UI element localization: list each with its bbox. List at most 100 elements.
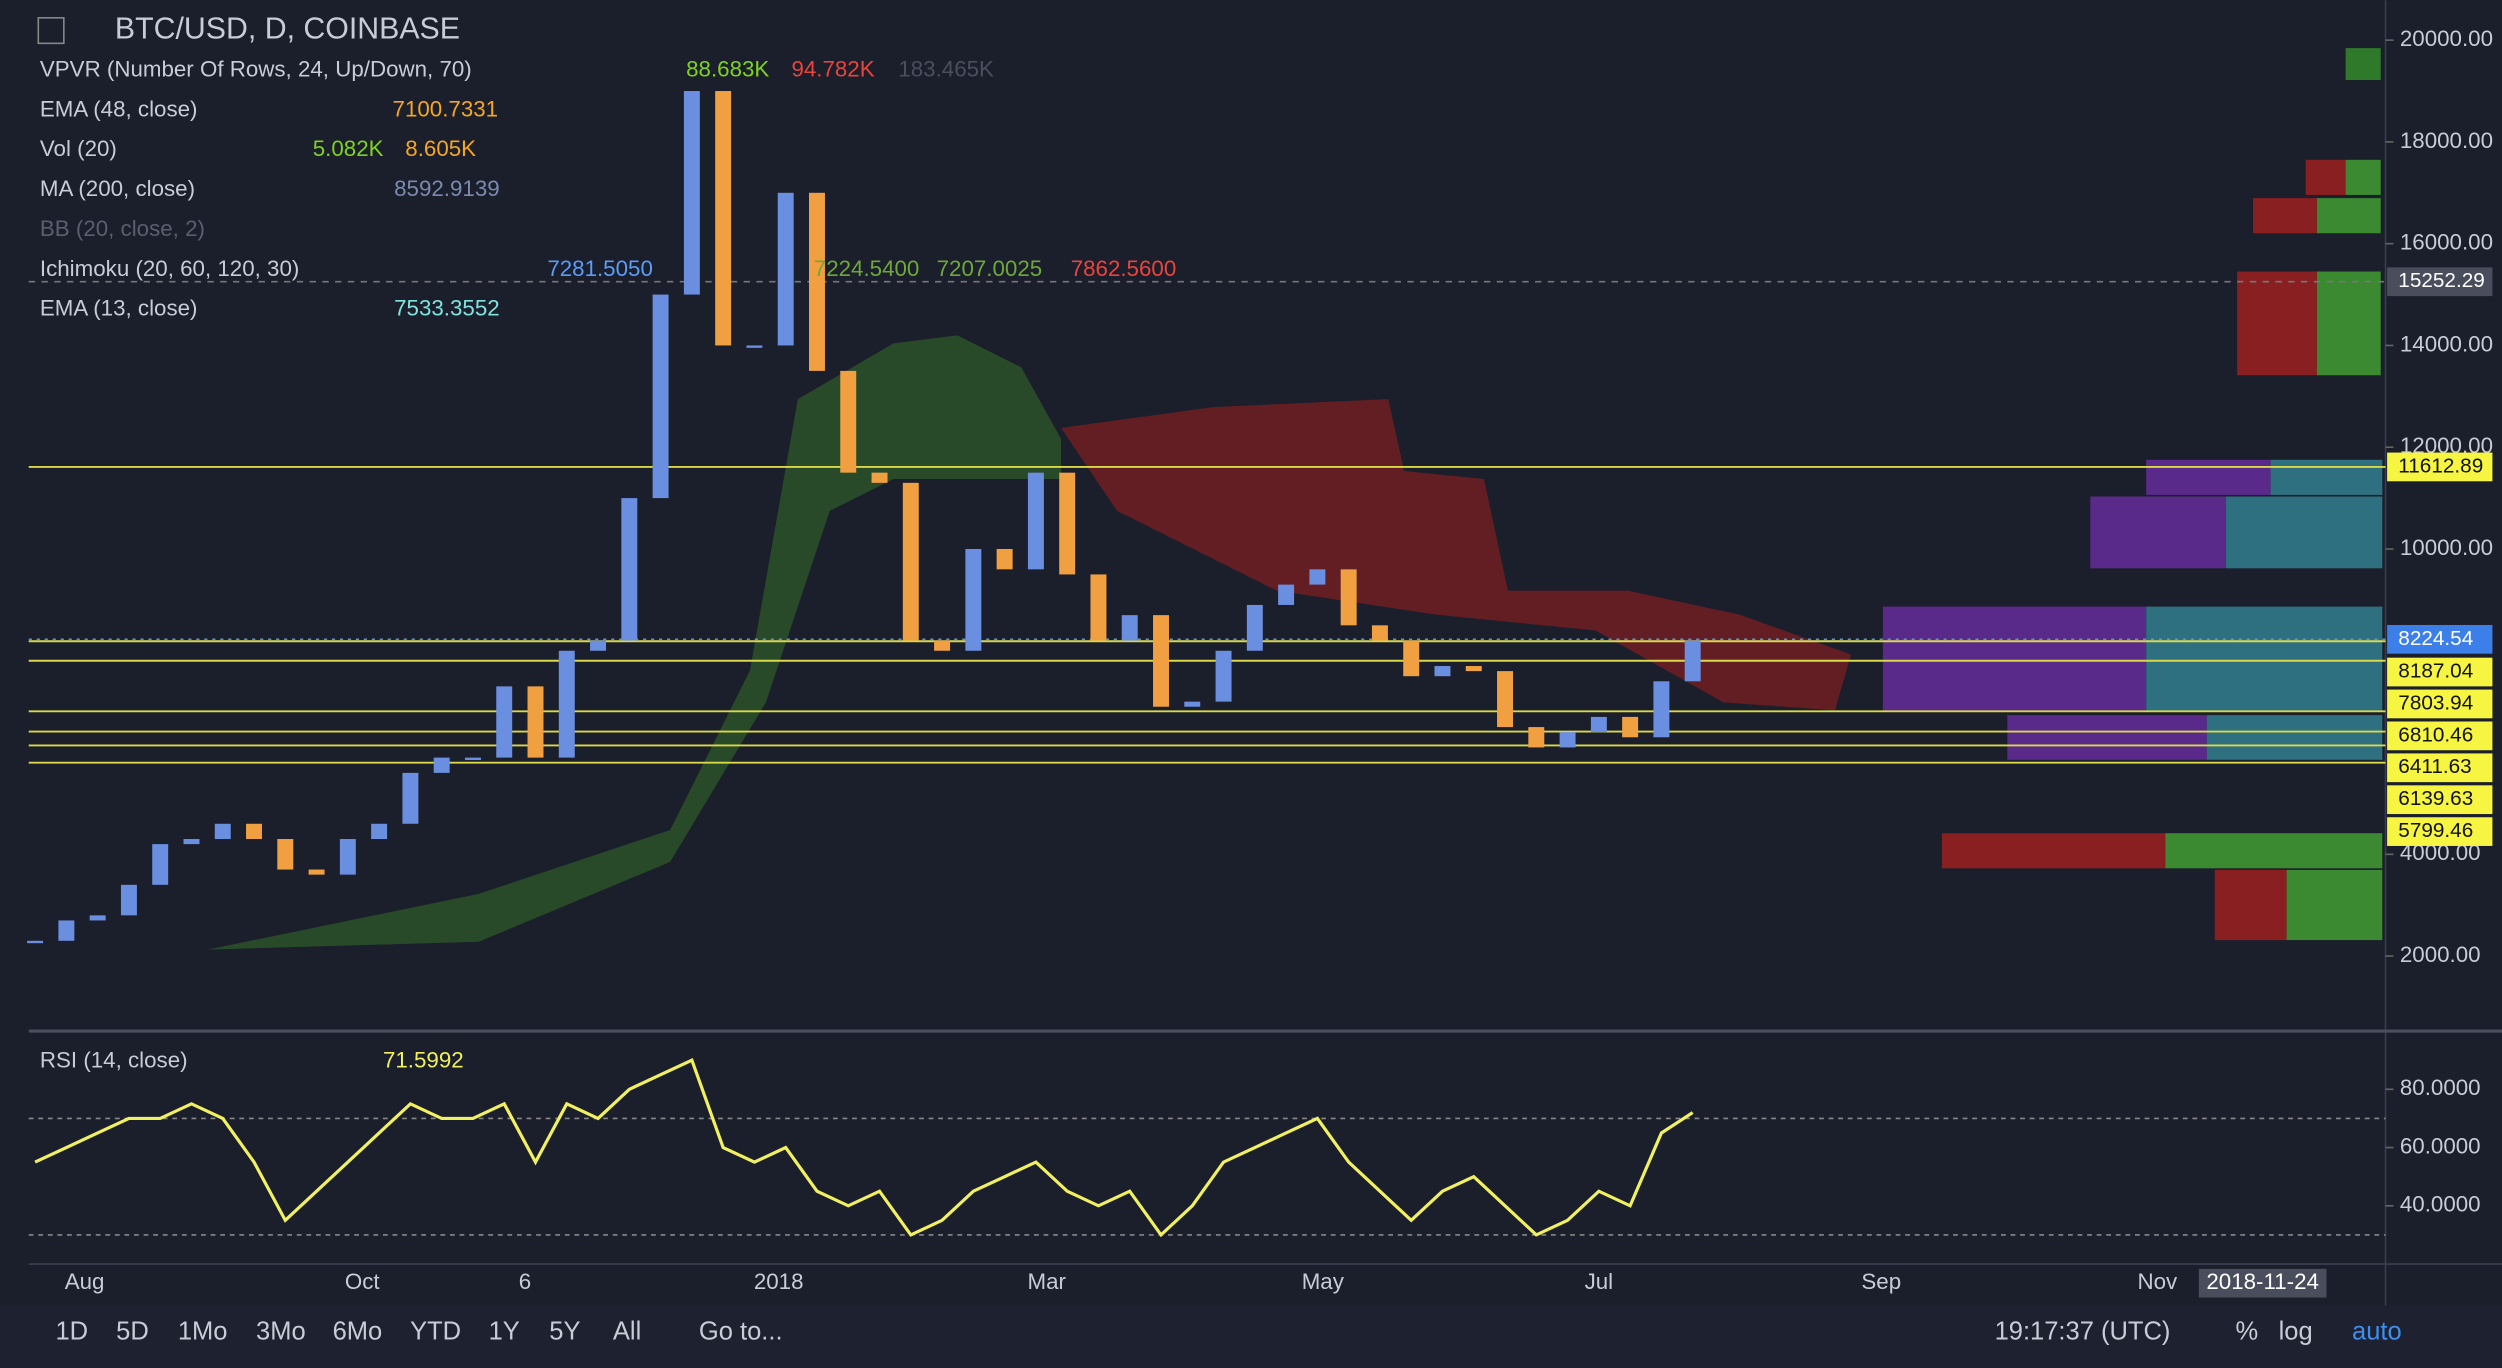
candle xyxy=(621,498,638,641)
vp-bar xyxy=(2253,198,2317,234)
ichimoku-cloud-bull xyxy=(207,335,1062,950)
vp-bar xyxy=(2286,869,2383,941)
percent-toggle[interactable]: % xyxy=(2236,1317,2259,1345)
candle xyxy=(777,192,794,346)
candle xyxy=(246,823,263,840)
candle xyxy=(339,839,356,875)
candle xyxy=(1184,701,1201,707)
candle xyxy=(1653,681,1670,738)
candle xyxy=(715,91,732,346)
candle xyxy=(1371,625,1388,641)
indicator-value: 183.465K xyxy=(898,56,994,81)
indicator-name: Ichimoku (20, 60, 120, 30) xyxy=(40,256,299,281)
indicator-value: 7281.5050 xyxy=(547,256,653,281)
candle xyxy=(214,823,231,840)
candle xyxy=(152,844,169,885)
indicator-value: 7100.7331 xyxy=(393,96,499,121)
candle xyxy=(1059,472,1076,575)
range-button[interactable]: 6Mo xyxy=(333,1317,383,1345)
range-button[interactable]: All xyxy=(613,1317,641,1345)
level-label: 6139.63 xyxy=(2398,787,2473,810)
indicator-value: 8.605K xyxy=(405,136,476,161)
range-button[interactable]: 3Mo xyxy=(256,1317,306,1345)
candle xyxy=(1403,640,1420,677)
current-price-label: 8224.54 xyxy=(2398,627,2473,650)
level-label-bg xyxy=(2387,689,2493,719)
time-label: Jul xyxy=(1585,1269,1614,1294)
collapse-button[interactable] xyxy=(37,17,65,45)
vp-bar xyxy=(2214,869,2287,941)
candle xyxy=(871,472,888,483)
level-label: 5799.46 xyxy=(2398,819,2473,842)
candle xyxy=(996,548,1013,570)
rsi-tick-label: 80.0000 xyxy=(2400,1075,2481,1100)
bottom-toolbar xyxy=(0,1305,2502,1368)
vp-bar xyxy=(2165,833,2383,869)
candle xyxy=(1027,472,1044,570)
crosshair-label: 15252.29 xyxy=(2398,269,2484,292)
range-button[interactable]: 5D xyxy=(116,1317,149,1345)
vp-bar xyxy=(2305,159,2346,195)
range-button[interactable]: 1Mo xyxy=(178,1317,228,1345)
level-label: 6810.46 xyxy=(2398,723,2473,746)
level-label-bg xyxy=(2387,721,2493,751)
indicator-name: MA (200, close) xyxy=(40,176,195,201)
ichimoku-cloud-bear xyxy=(1061,399,1851,711)
candle xyxy=(1246,604,1263,651)
candle xyxy=(965,548,982,651)
candle xyxy=(120,884,137,916)
crosshair-bg xyxy=(2387,267,2493,297)
range-button[interactable]: 1D xyxy=(55,1317,88,1345)
price-tick-label: 20000.00 xyxy=(2400,26,2493,51)
clock: 19:17:37 (UTC) xyxy=(1995,1317,2171,1345)
candle xyxy=(308,869,325,875)
indicator-value: 8592.9139 xyxy=(394,176,500,201)
vp-bar xyxy=(2345,48,2381,81)
candle xyxy=(1497,671,1514,728)
indicator-name: EMA (13, close) xyxy=(40,296,198,321)
candle xyxy=(1559,732,1576,748)
candle xyxy=(527,686,544,758)
level-label: 6411.63 xyxy=(2398,755,2471,778)
vp-bar xyxy=(2146,606,2383,712)
indicator-value: 7207.0025 xyxy=(937,256,1043,281)
vp-bar xyxy=(2146,459,2271,495)
price-tick-label: 2000.00 xyxy=(2400,942,2481,967)
vp-bar xyxy=(2090,496,2226,569)
candle xyxy=(1090,574,1107,641)
auto-toggle[interactable]: auto xyxy=(2352,1317,2402,1345)
vp-bar xyxy=(2270,459,2383,495)
time-label: Mar xyxy=(1028,1269,1067,1294)
level-label: 11612.89 xyxy=(2398,454,2483,477)
candle xyxy=(840,370,857,473)
time-cursor: 2018-11-24 xyxy=(2206,1269,2319,1294)
indicator-value: 7224.5400 xyxy=(814,256,920,281)
time-label: Aug xyxy=(65,1269,105,1294)
go-to-button[interactable]: Go to... xyxy=(699,1317,783,1345)
range-button[interactable]: YTD xyxy=(410,1317,461,1345)
log-toggle[interactable]: log xyxy=(2279,1317,2313,1345)
rsi-tick-label: 60.0000 xyxy=(2400,1133,2481,1158)
level-label-bg xyxy=(2387,785,2493,815)
candle xyxy=(809,192,825,371)
candle xyxy=(1434,666,1451,677)
indicator-name: Vol (20) xyxy=(40,136,117,161)
indicator-name: EMA (48, close) xyxy=(40,96,198,121)
vp-bar xyxy=(2225,496,2383,569)
range-button[interactable]: 1Y xyxy=(489,1317,520,1345)
current-price-bg xyxy=(2387,624,2493,654)
candle xyxy=(1590,716,1607,733)
candle xyxy=(1465,666,1482,672)
candle xyxy=(683,91,700,295)
candle xyxy=(1622,716,1639,738)
candle xyxy=(652,294,669,499)
time-label: Sep xyxy=(1861,1269,1901,1294)
vp-bar xyxy=(2345,159,2381,195)
candle xyxy=(277,839,294,870)
range-button[interactable]: 5Y xyxy=(549,1317,580,1345)
indicator-value: 7533.3552 xyxy=(394,296,500,321)
rsi-name: RSI (14, close) xyxy=(40,1047,188,1072)
candle xyxy=(746,345,763,348)
indicator-value: 94.782K xyxy=(791,56,874,81)
